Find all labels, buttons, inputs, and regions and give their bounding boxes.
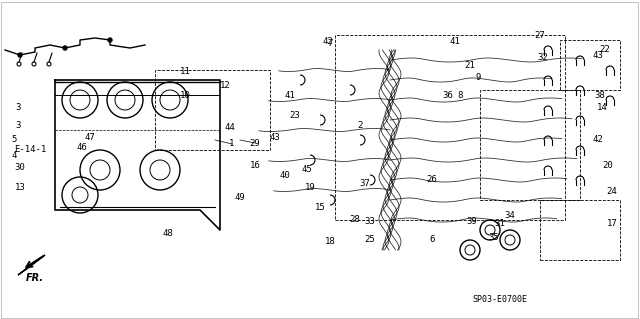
Text: 42: 42 — [323, 38, 333, 47]
Text: 3: 3 — [15, 103, 20, 113]
Text: FR.: FR. — [26, 273, 44, 283]
Text: 47: 47 — [84, 133, 95, 143]
Text: 34: 34 — [504, 211, 515, 219]
Text: E-14-1: E-14-1 — [14, 145, 46, 154]
Text: 48: 48 — [163, 228, 173, 238]
Text: 41: 41 — [285, 91, 296, 100]
Text: 35: 35 — [488, 234, 499, 242]
Text: 43: 43 — [593, 50, 604, 60]
Text: 10: 10 — [180, 91, 190, 100]
Bar — [560, 40, 620, 90]
Text: 11: 11 — [180, 68, 190, 77]
Text: 33: 33 — [365, 218, 376, 226]
Circle shape — [63, 46, 67, 50]
Text: 46: 46 — [77, 144, 88, 152]
Text: 4: 4 — [12, 151, 17, 160]
Text: 17: 17 — [607, 219, 618, 227]
Text: 6: 6 — [429, 235, 435, 244]
Text: 27: 27 — [534, 31, 545, 40]
Text: 37: 37 — [360, 179, 371, 188]
Text: 2: 2 — [357, 122, 363, 130]
Text: 44: 44 — [225, 123, 236, 132]
Text: 39: 39 — [467, 218, 477, 226]
Text: 7: 7 — [327, 39, 333, 48]
Text: 49: 49 — [235, 194, 245, 203]
Text: 30: 30 — [15, 164, 26, 173]
Circle shape — [18, 53, 22, 57]
Text: 15: 15 — [315, 204, 325, 212]
Text: 12: 12 — [220, 80, 230, 90]
Text: 3: 3 — [15, 121, 20, 130]
Bar — [335, 35, 565, 220]
Text: 22: 22 — [600, 46, 611, 55]
Text: 36: 36 — [443, 91, 453, 100]
Circle shape — [108, 38, 112, 42]
Text: 21: 21 — [465, 61, 476, 70]
Text: 42: 42 — [593, 136, 604, 145]
Text: 45: 45 — [301, 166, 312, 174]
Text: 28: 28 — [349, 216, 360, 225]
Text: 1: 1 — [229, 139, 235, 149]
Text: 18: 18 — [324, 238, 335, 247]
Bar — [480, 90, 580, 200]
Text: 16: 16 — [250, 160, 260, 169]
Text: 31: 31 — [495, 219, 506, 227]
Text: 20: 20 — [603, 160, 613, 169]
Text: 38: 38 — [595, 91, 605, 100]
Polygon shape — [18, 255, 45, 275]
Text: 25: 25 — [365, 235, 376, 244]
Text: 8: 8 — [458, 91, 463, 100]
Text: 41: 41 — [450, 38, 460, 47]
Bar — [155, 70, 270, 150]
Text: 40: 40 — [280, 170, 291, 180]
Text: 32: 32 — [538, 54, 548, 63]
Text: 24: 24 — [607, 188, 618, 197]
Text: 14: 14 — [596, 103, 607, 113]
Text: 43: 43 — [269, 133, 280, 143]
Bar — [540, 200, 620, 260]
Text: 19: 19 — [305, 183, 316, 192]
Text: 13: 13 — [15, 183, 26, 192]
Text: 5: 5 — [12, 136, 17, 145]
Text: 29: 29 — [250, 138, 260, 147]
Text: 23: 23 — [290, 110, 300, 120]
Text: 26: 26 — [427, 175, 437, 184]
Text: SP03-E0700E: SP03-E0700E — [472, 295, 527, 305]
Text: 9: 9 — [476, 72, 481, 81]
